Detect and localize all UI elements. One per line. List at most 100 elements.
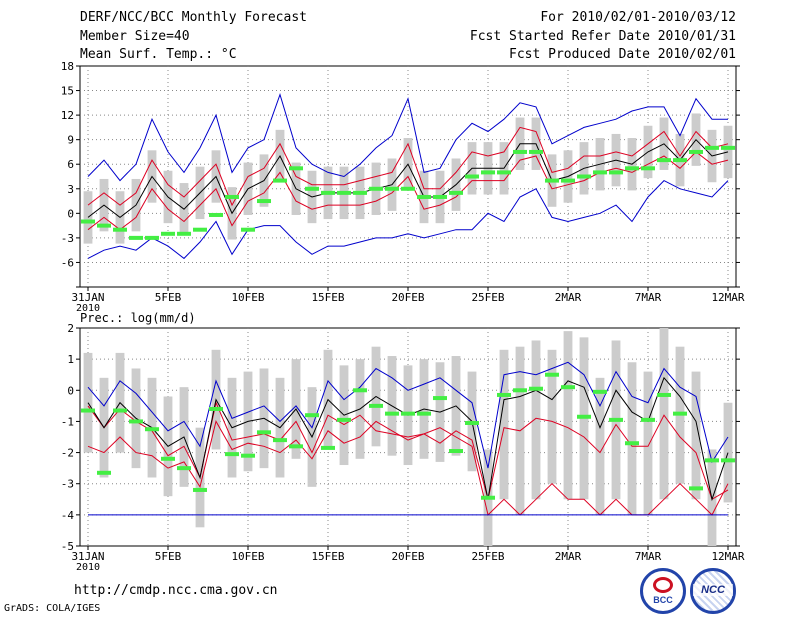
observed-marker [193,487,207,492]
observed-marker [705,145,719,150]
observed-marker [81,219,95,224]
y-tick-label: -2 [61,447,74,460]
observed-marker [657,158,671,163]
spread-box [531,340,541,500]
observed-marker [273,178,287,183]
observed-marker [593,389,607,394]
series-line-mean [87,138,729,219]
forecast-period-label: For 2010/02/01-2010/03/12 [540,10,736,25]
observed-marker [465,174,479,179]
observed-marker [257,430,271,435]
y-tick-label: 15 [61,85,74,98]
y-tick-label: -1 [61,415,74,428]
x-tick-label: 10FEB [231,550,264,563]
y-tick-label: 6 [67,158,74,171]
observed-marker [625,441,639,446]
observed-marker [657,392,671,397]
x-tick-label: 12MAR [711,291,744,304]
observed-marker [625,166,639,171]
observed-marker [225,452,239,457]
observed-marker [161,456,175,461]
y-tick-label: 0 [67,384,74,397]
x-tick-label: 2010 [76,303,100,314]
observed-marker [129,419,143,424]
x-tick-label: 25FEB [471,550,504,563]
observed-marker [289,444,303,449]
observed-marker [385,411,399,416]
observed-marker [433,396,447,401]
observed-marker [369,403,383,408]
observed-marker [353,190,367,195]
series-line-lower [87,420,729,516]
series-line-max [87,92,728,182]
x-tick-label: 31JAN [71,291,104,304]
spread-box [499,349,509,500]
observed-marker [417,194,431,199]
observed-marker [513,149,527,154]
observed-marker [641,166,655,171]
observed-marker [673,411,687,416]
observed-marker [705,458,719,463]
observed-marker [721,458,735,463]
x-tick-label: 15FEB [311,550,344,563]
x-tick-label: 25FEB [471,291,504,304]
observed-marker [97,470,111,475]
temperature-panel-title: Mean Surf. Temp.: °C [80,47,237,62]
observed-marker [353,388,367,393]
observed-marker [81,408,95,413]
source-url[interactable]: http://cmdp.ncc.cma.gov.cn [74,583,278,598]
y-tick-label: -4 [61,509,75,522]
observed-marker [593,170,607,175]
observed-marker [529,149,543,154]
grads-credit: GrADS: COLA/IGES [4,603,101,614]
observed-marker [321,445,335,450]
y-tick-label: -5 [61,540,74,553]
observed-marker [545,178,559,183]
y-tick-label: -3 [61,232,74,245]
spread-box [643,371,653,515]
observed-marker [545,372,559,377]
x-tick-label: 5FEB [155,291,182,304]
observed-marker [321,190,335,195]
observed-marker [465,420,479,425]
observed-marker [673,158,687,163]
observed-marker [721,145,735,150]
x-tick-label: 2010 [76,562,100,573]
observed-marker [433,194,447,199]
observed-marker [449,190,463,195]
observed-marker [689,149,703,154]
observed-marker [305,186,319,191]
observed-marker [225,194,239,199]
bcc-logo: BCC [640,568,686,614]
observed-marker [385,186,399,191]
x-tick-label: 2MAR [555,550,582,563]
observed-marker [561,385,575,390]
observed-marker [609,417,623,422]
observed-marker [193,227,207,232]
y-tick-label: 18 [61,60,74,73]
observed-marker [577,414,591,419]
observed-marker [273,438,287,443]
observed-marker [449,449,463,454]
observed-marker [177,231,191,236]
x-tick-label: 12MAR [711,550,744,563]
observed-marker [481,495,495,500]
observed-marker [241,453,255,458]
bcc-swirl-icon [653,577,673,593]
series-line-lower [87,151,729,231]
observed-marker [497,392,511,397]
observed-marker [305,413,319,418]
observed-marker [481,170,495,175]
y-tick-label: -6 [61,256,74,269]
bcc-logo-text: BCC [653,595,673,605]
x-tick-label: 7MAR [635,291,662,304]
observed-marker [113,227,127,232]
observed-marker [337,190,351,195]
observed-marker [417,411,431,416]
observed-marker [97,223,111,228]
x-tick-label: 31JAN [71,550,104,563]
observed-marker [497,170,511,175]
observed-marker [177,466,191,471]
observed-marker [209,406,223,411]
